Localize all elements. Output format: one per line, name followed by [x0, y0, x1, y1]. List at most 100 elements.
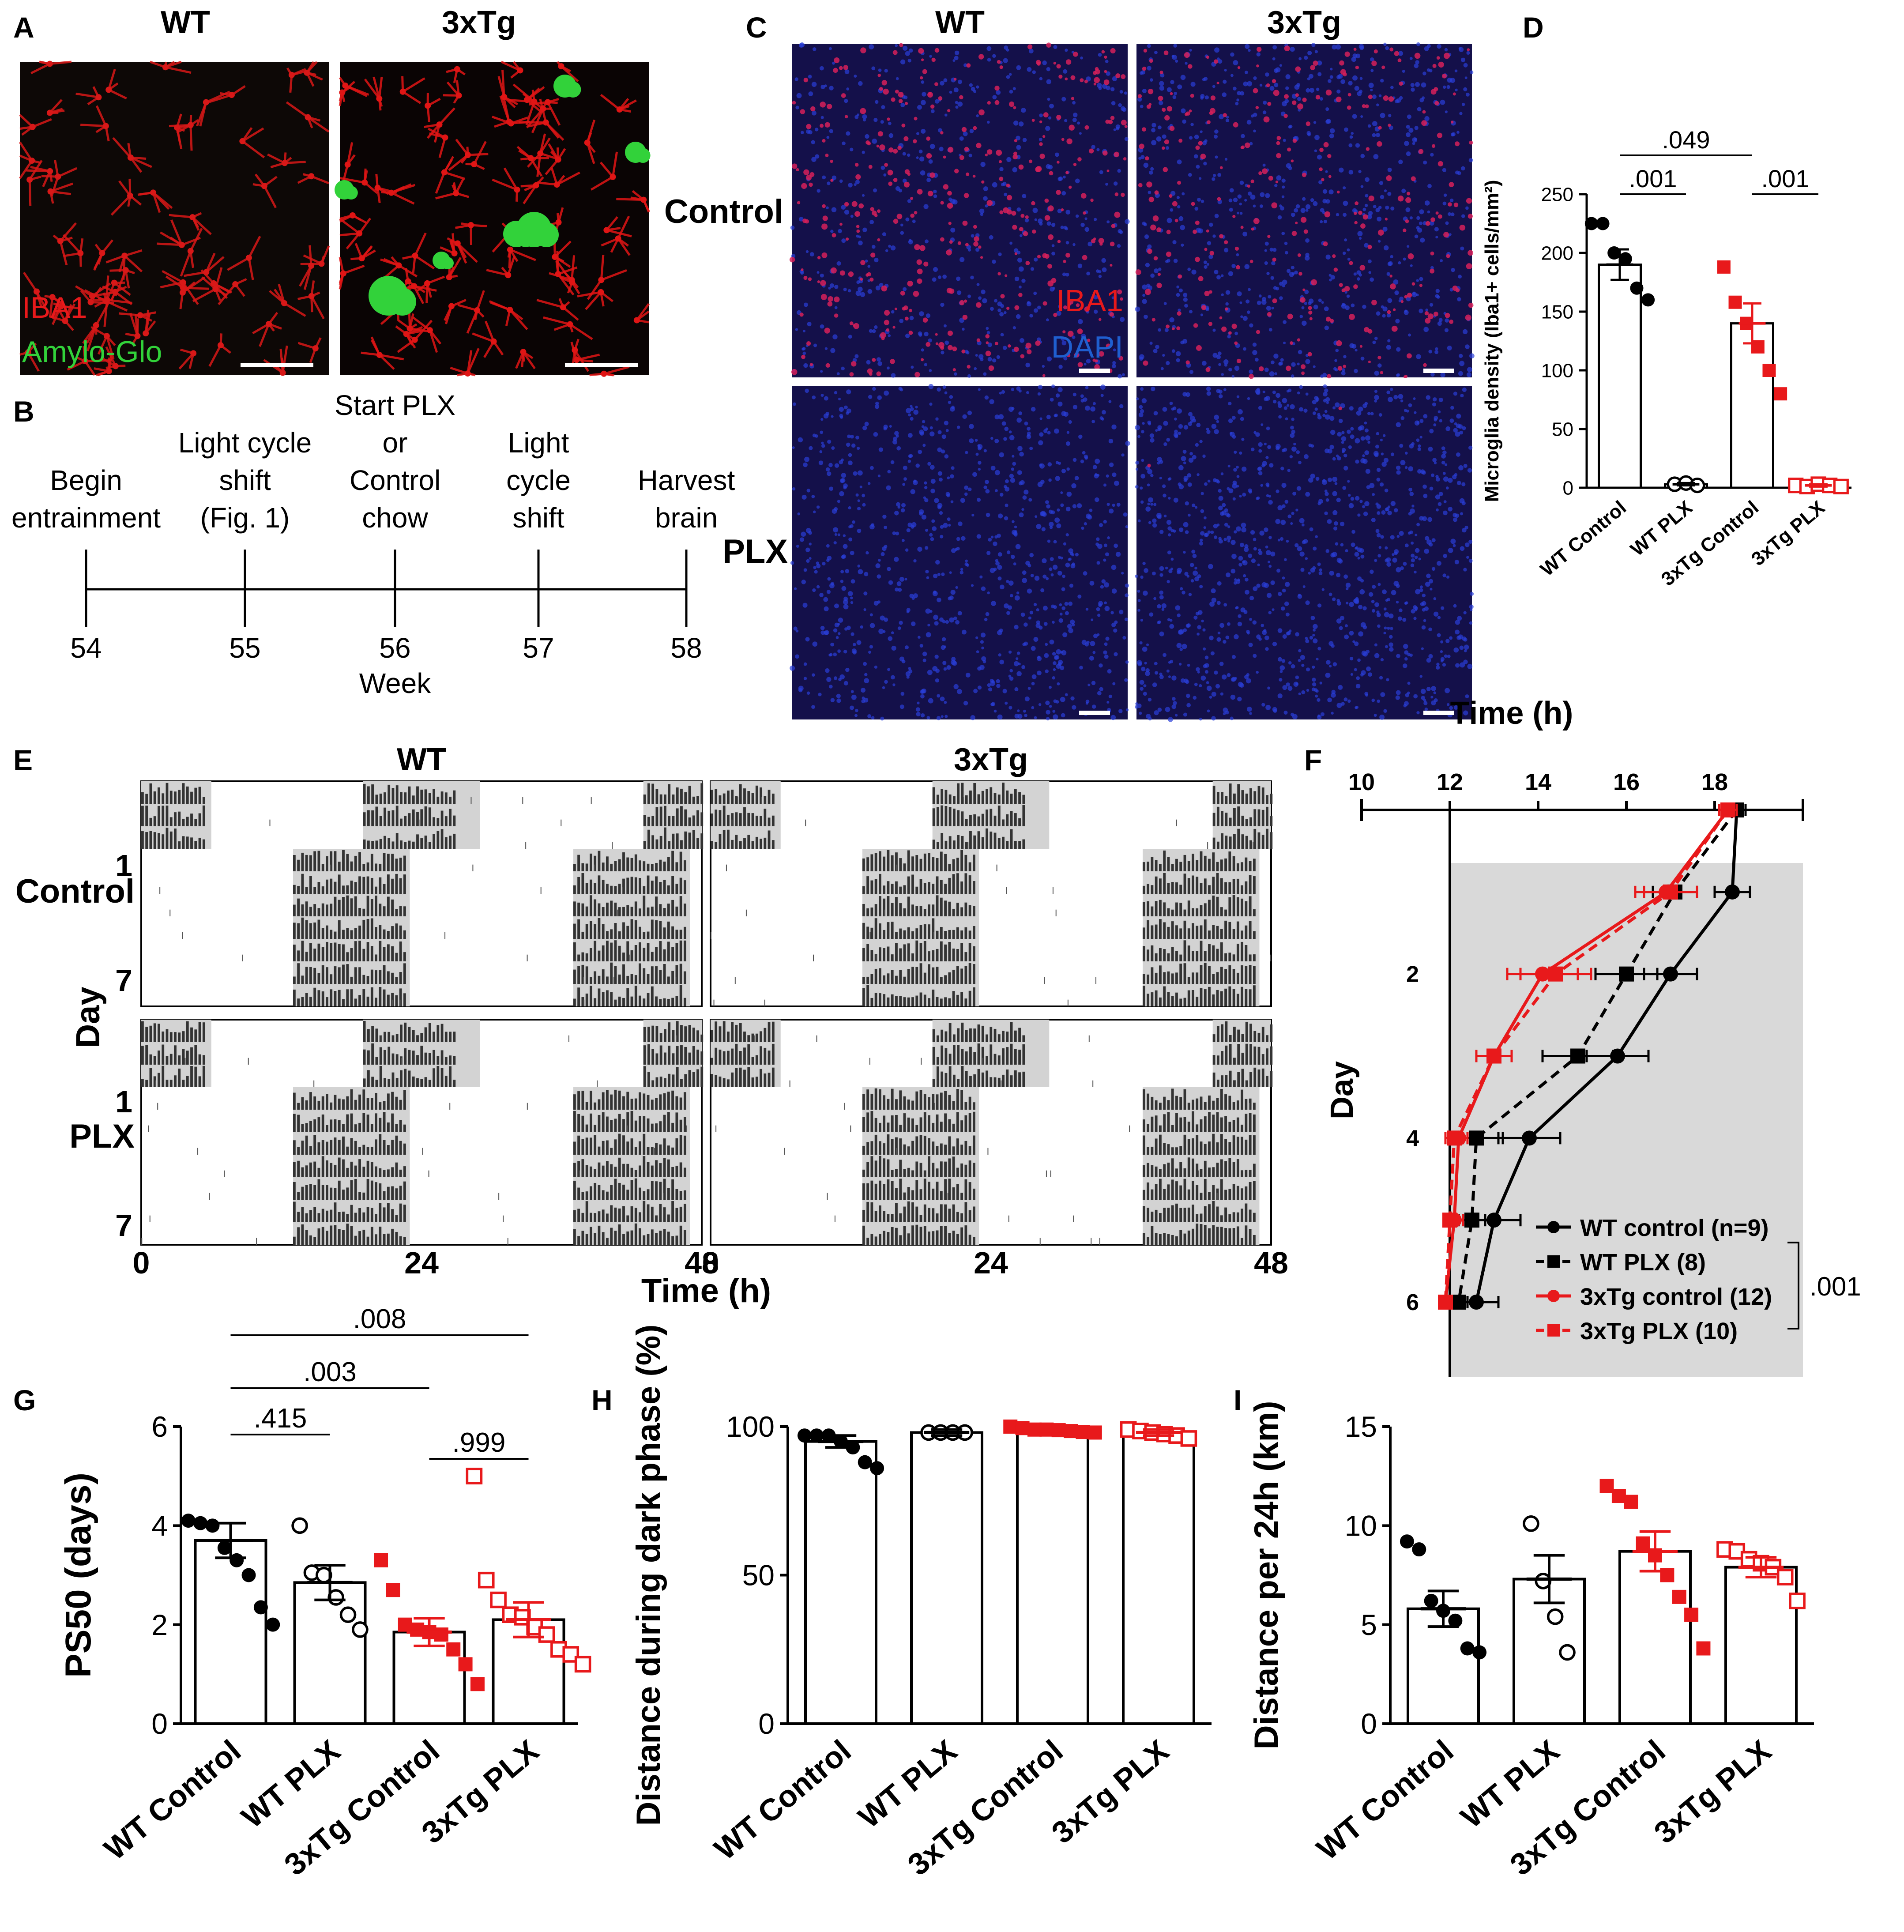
- dapi-nucleus: [1328, 477, 1332, 482]
- dapi-nucleus: [1324, 410, 1328, 413]
- dapi-nucleus: [1340, 616, 1345, 621]
- dapi-nucleus: [1256, 52, 1261, 56]
- dapi-nucleus: [1140, 409, 1144, 414]
- dapi-nucleus: [809, 252, 814, 257]
- dapi-nucleus: [956, 290, 962, 295]
- dapi-nucleus: [1417, 107, 1422, 112]
- dapi-nucleus: [1063, 69, 1068, 74]
- cell-process: [30, 63, 50, 75]
- dapi-nucleus: [829, 86, 834, 90]
- iba1-cell: [1422, 110, 1426, 114]
- dapi-nucleus: [956, 426, 960, 429]
- dapi-nucleus: [1306, 209, 1309, 212]
- dapi-nucleus: [882, 514, 887, 519]
- cell-process: [557, 266, 578, 275]
- dapi-nucleus: [944, 391, 948, 395]
- dapi-nucleus: [1266, 305, 1271, 311]
- activity-bar: [420, 789, 423, 804]
- dapi-nucleus: [969, 438, 974, 444]
- dapi-nucleus: [1193, 570, 1198, 576]
- dapi-nucleus: [1202, 454, 1206, 458]
- dapi-nucleus: [1096, 148, 1100, 151]
- cell-process: [252, 323, 270, 335]
- dapi-nucleus: [1253, 113, 1257, 117]
- dapi-nucleus: [847, 289, 851, 293]
- dapi-nucleus: [1443, 476, 1449, 482]
- dapi-nucleus: [1335, 349, 1339, 352]
- dapi-nucleus: [1014, 595, 1020, 601]
- activity-bar: [399, 878, 402, 894]
- iba1-cell: [1332, 254, 1336, 258]
- iba1-cell: [1286, 365, 1291, 371]
- dapi-nucleus: [1276, 569, 1281, 573]
- iba1-cell: [855, 174, 861, 180]
- iba1-cell: [1287, 147, 1291, 152]
- dapi-nucleus: [1419, 419, 1424, 423]
- dapi-nucleus: [1006, 611, 1010, 615]
- activity-bar: [202, 805, 205, 826]
- iba1-cell: [1057, 240, 1061, 244]
- cell-process: [205, 252, 216, 273]
- dapi-nucleus: [1177, 84, 1182, 90]
- dapi-nucleus: [1020, 612, 1025, 617]
- iba1-cell: [1208, 322, 1213, 326]
- iba1-cell: [961, 127, 967, 132]
- activity-bar: [647, 783, 650, 804]
- dapi-nucleus: [937, 694, 941, 698]
- dapi-nucleus: [1332, 476, 1338, 482]
- dapi-nucleus: [847, 625, 851, 630]
- dapi-nucleus: [823, 597, 828, 602]
- dapi-nucleus: [1233, 581, 1238, 585]
- iba1-cell: [1146, 181, 1152, 188]
- dapi-nucleus: [1012, 462, 1016, 466]
- dapi-nucleus: [923, 204, 929, 209]
- iba1-cell: [1042, 374, 1046, 377]
- dapi-nucleus: [1239, 203, 1242, 206]
- dapi-nucleus: [1297, 594, 1302, 599]
- dapi-nucleus: [994, 299, 998, 303]
- dapi-nucleus: [877, 395, 882, 400]
- dapi-nucleus: [1451, 132, 1456, 136]
- dapi-nucleus: [1403, 644, 1408, 649]
- dapi-nucleus: [1066, 491, 1072, 497]
- dapi-nucleus: [864, 673, 868, 677]
- dapi-nucleus: [900, 223, 903, 227]
- dapi-nucleus: [1319, 97, 1323, 101]
- dapi-nucleus: [1463, 611, 1467, 614]
- iba1-cell: [1166, 324, 1170, 328]
- dapi-nucleus: [1305, 636, 1308, 640]
- dapi-nucleus: [1286, 539, 1289, 543]
- amyloid-plaque: [516, 229, 535, 247]
- activity-bar: [696, 810, 699, 826]
- iba1-cell: [1093, 71, 1097, 75]
- dapi-nucleus: [1350, 673, 1353, 676]
- iba1-cell: [914, 117, 918, 121]
- dapi-nucleus: [1240, 91, 1245, 96]
- dapi-nucleus: [1192, 503, 1196, 507]
- cell-body: [29, 158, 35, 164]
- dapi-nucleus: [1297, 362, 1300, 365]
- dapi-nucleus: [828, 286, 831, 290]
- activity-bar: [162, 806, 165, 826]
- iba1-cell: [988, 365, 994, 371]
- dapi-nucleus: [1249, 142, 1253, 146]
- dapi-nucleus: [846, 131, 850, 136]
- dapi-nucleus: [1322, 189, 1328, 194]
- activity-bar: [153, 791, 156, 804]
- dapi-nucleus: [1440, 372, 1445, 377]
- dapi-nucleus: [1239, 495, 1242, 498]
- dapi-nucleus: [938, 275, 941, 279]
- dapi-nucleus: [1284, 582, 1290, 587]
- dapi-nucleus: [992, 95, 997, 100]
- week-tick-label: 58: [670, 632, 702, 664]
- dapi-nucleus: [1109, 508, 1114, 514]
- dapi-nucleus: [1059, 603, 1062, 606]
- dapi-nucleus: [1351, 303, 1355, 308]
- dapi-nucleus: [1307, 50, 1312, 56]
- dapi-nucleus: [1336, 618, 1342, 624]
- iba1-cell: [1272, 298, 1277, 304]
- timeline-event-label: (Fig. 1): [200, 502, 290, 534]
- dapi-nucleus: [1284, 241, 1288, 245]
- dapi-nucleus: [949, 395, 953, 399]
- dapi-nucleus: [1009, 90, 1013, 94]
